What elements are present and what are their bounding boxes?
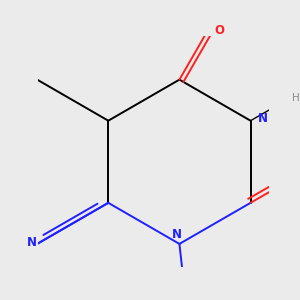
Text: N: N bbox=[27, 236, 37, 249]
Text: N: N bbox=[258, 112, 268, 124]
Text: H: H bbox=[292, 93, 300, 103]
Text: N: N bbox=[172, 228, 182, 241]
Text: O: O bbox=[214, 24, 224, 37]
